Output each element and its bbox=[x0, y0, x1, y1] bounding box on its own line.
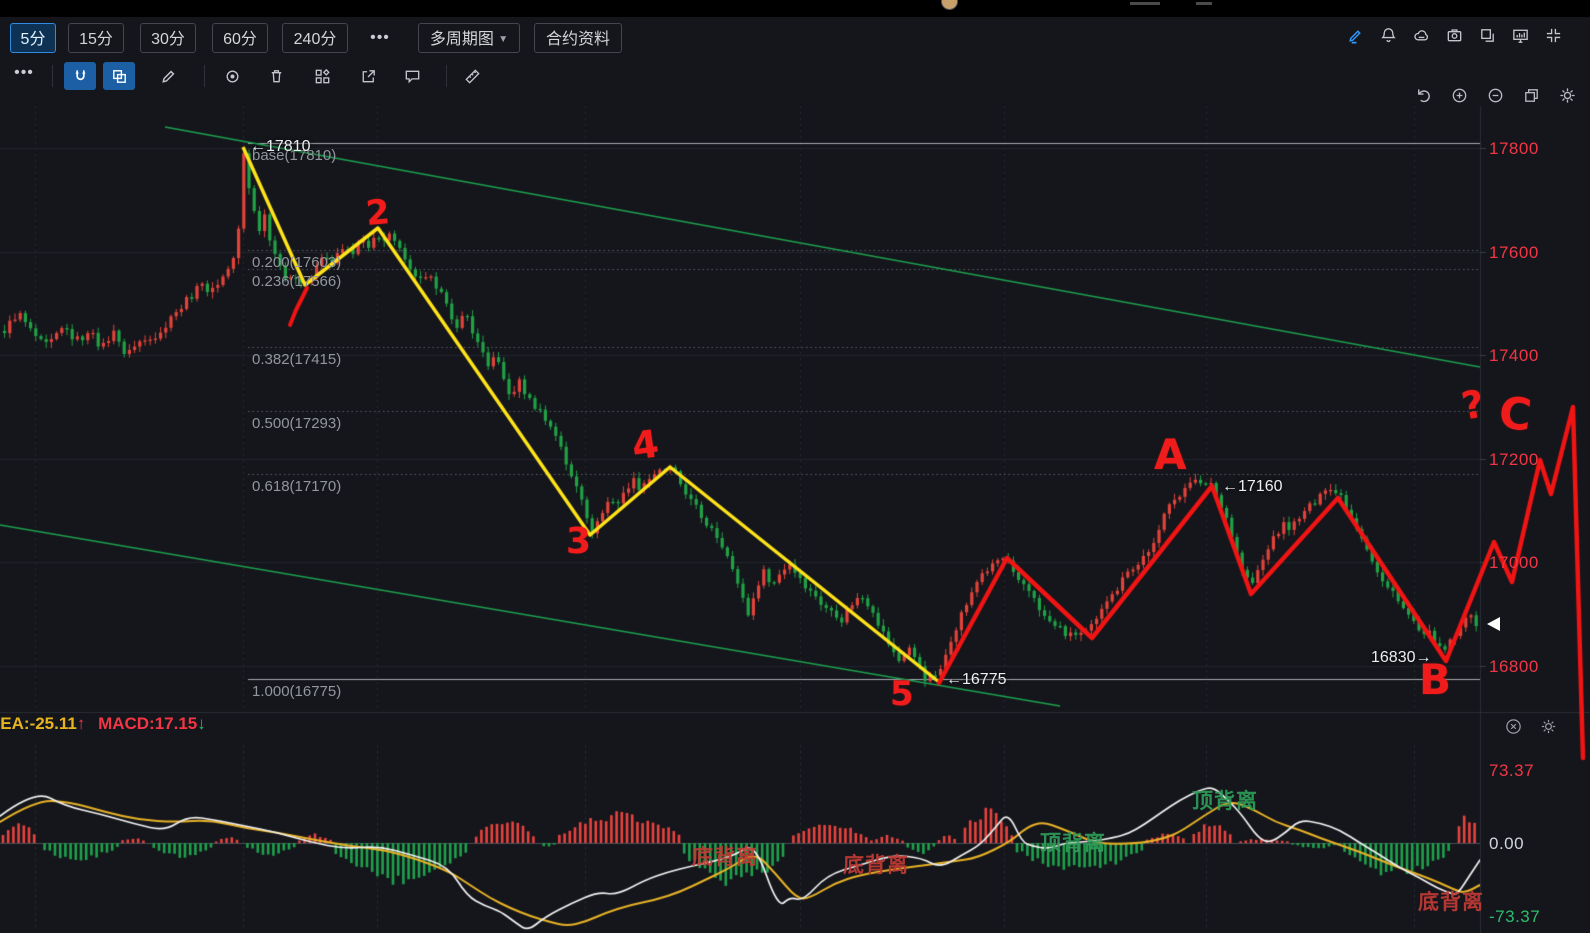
timeframe-5min-button[interactable]: 5分 bbox=[10, 23, 56, 53]
macd-label: MACD: bbox=[98, 714, 155, 733]
close-indicator-icon[interactable] bbox=[1504, 717, 1523, 741]
comment-icon[interactable] bbox=[396, 62, 428, 90]
undo-icon[interactable] bbox=[1414, 86, 1433, 110]
multi-period-dropdown[interactable]: 多周期图 ▼ bbox=[418, 23, 520, 53]
drawing-more-button[interactable]: ••• bbox=[14, 64, 34, 81]
toolbar-drawing: ••• bbox=[0, 62, 800, 94]
zoom-out-icon[interactable] bbox=[1486, 86, 1505, 110]
monitor-chart-icon[interactable] bbox=[1511, 26, 1530, 45]
timeframe-60min-button[interactable]: 60分 bbox=[212, 23, 268, 53]
components-grid-icon[interactable] bbox=[306, 62, 338, 90]
toolbar-right-icons bbox=[1346, 26, 1563, 45]
indicator-settings-gear-icon[interactable] bbox=[1539, 717, 1558, 741]
edit-pencil-icon[interactable] bbox=[1346, 26, 1365, 45]
divider bbox=[52, 65, 53, 87]
bell-icon[interactable] bbox=[1379, 26, 1398, 45]
zoom-in-icon[interactable] bbox=[1450, 86, 1469, 110]
timeframe-240min-button[interactable]: 240分 bbox=[282, 23, 348, 53]
trash-icon[interactable] bbox=[260, 62, 292, 90]
camera-icon[interactable] bbox=[1445, 26, 1464, 45]
chevron-down-icon: ▼ bbox=[498, 34, 509, 45]
ruler-icon[interactable] bbox=[456, 62, 488, 90]
current-price-marker bbox=[1487, 617, 1500, 631]
dea-value: -25.11 bbox=[29, 714, 77, 733]
chart-settings-gear-icon[interactable] bbox=[1558, 86, 1577, 110]
collapse-fullscreen-icon[interactable] bbox=[1544, 26, 1563, 45]
cloud-icon[interactable] bbox=[1412, 26, 1431, 45]
macd-indicator-header: DEA:-25.11↑ MACD:17.15↓ bbox=[0, 714, 206, 734]
chart-zoom-controls bbox=[1414, 86, 1577, 110]
up-arrow-icon: ↑ bbox=[76, 714, 86, 733]
timeframe-more-button[interactable]: ••• bbox=[370, 29, 390, 46]
macd-value: 17.15 bbox=[154, 714, 198, 733]
contract-info-button[interactable]: 合约资料 bbox=[534, 23, 622, 53]
multi-period-label: 多周期图 bbox=[429, 31, 494, 48]
magnet-icon[interactable] bbox=[64, 62, 96, 90]
target-icon[interactable] bbox=[216, 62, 248, 90]
divider bbox=[204, 65, 205, 87]
restore-layout-icon[interactable] bbox=[1522, 86, 1541, 110]
toolbar-timeframes: 5分 15分 30分 60分 240分 ••• 多周期图 ▼ 合约资料 bbox=[0, 17, 1590, 62]
macd-panel-controls bbox=[1504, 717, 1558, 741]
down-arrow-icon: ↓ bbox=[197, 714, 206, 733]
pencil-draw-icon[interactable] bbox=[152, 62, 184, 90]
overlap-mode-icon[interactable] bbox=[103, 62, 135, 90]
divider bbox=[446, 65, 447, 87]
external-link-icon[interactable] bbox=[352, 62, 384, 90]
compare-layers-icon[interactable] bbox=[1478, 26, 1497, 45]
dea-label: DEA: bbox=[0, 714, 30, 733]
timeframe-30min-button[interactable]: 30分 bbox=[140, 23, 196, 53]
timeframe-15min-button[interactable]: 15分 bbox=[68, 23, 124, 53]
